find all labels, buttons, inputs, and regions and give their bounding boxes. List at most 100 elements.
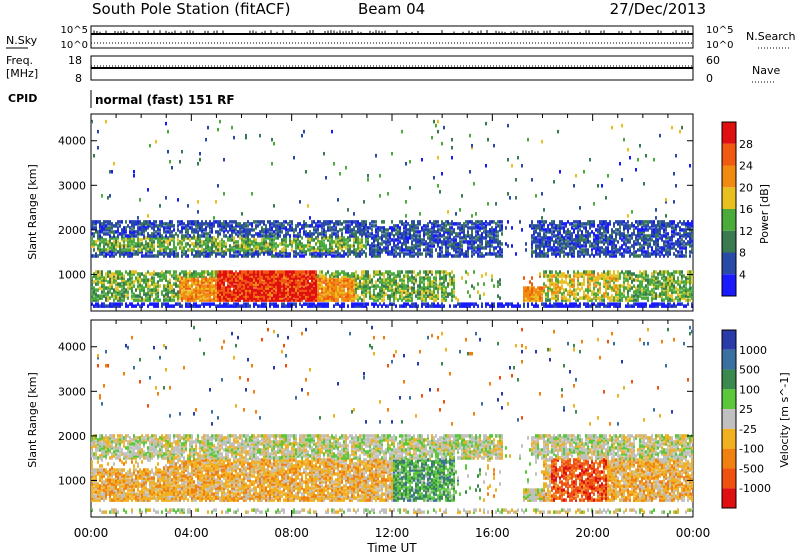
power-cell (393, 272, 395, 276)
power-cell (103, 220, 105, 224)
power-cell (249, 304, 251, 308)
power-cell (113, 294, 115, 298)
power-cell (319, 220, 321, 224)
power-cell (101, 240, 103, 244)
power-cell (415, 234, 417, 238)
power-cell (407, 246, 409, 250)
power-cell (117, 244, 119, 248)
power-cell (305, 244, 307, 248)
power-cell (261, 226, 263, 230)
power-cell (345, 246, 347, 250)
power-cell (155, 272, 157, 276)
power-cell (263, 284, 265, 288)
power-cell (387, 232, 389, 236)
power-cell (375, 224, 377, 228)
power-cell (445, 270, 447, 274)
power-cell (519, 304, 521, 308)
power-cell (429, 234, 431, 238)
power-cell (133, 220, 135, 224)
power-cell (235, 250, 237, 254)
power-cell (127, 304, 129, 308)
power-cell (309, 270, 311, 274)
power-cell (379, 246, 381, 250)
power-cell (441, 220, 443, 224)
power-cell (407, 288, 409, 292)
power-cell (179, 272, 181, 276)
power-cell (473, 226, 475, 230)
power-cell (337, 230, 339, 234)
power-cell (417, 284, 419, 288)
power-cell (125, 302, 127, 306)
power-cell (481, 232, 483, 236)
power-cell (523, 302, 525, 306)
power-cell (307, 244, 309, 248)
power-cell (347, 272, 349, 276)
power-cell (279, 242, 281, 246)
power-cell (537, 286, 539, 290)
power-cell (411, 270, 413, 274)
power-cell (105, 292, 107, 296)
power-cell (169, 270, 171, 274)
power-cell (265, 302, 267, 306)
power-cell (177, 242, 179, 246)
power-cell (169, 248, 171, 252)
power-cell (299, 254, 301, 258)
power-cell (119, 290, 121, 294)
power-cell (309, 216, 311, 220)
power-cell (251, 222, 253, 226)
power-cell (467, 290, 469, 294)
power-cell (301, 270, 303, 274)
power-cell (231, 220, 233, 224)
power-cell (397, 230, 399, 234)
power-cell (197, 246, 199, 250)
power-cell (321, 284, 323, 288)
power-cell (149, 278, 151, 282)
power-cell (185, 250, 187, 254)
power-cell (365, 270, 367, 274)
power-cell (97, 302, 99, 306)
power-cell (199, 158, 201, 162)
power-cell (277, 304, 279, 308)
power-cell (415, 290, 417, 294)
power-cell (331, 220, 333, 224)
power-cell (157, 236, 159, 240)
power-cell (91, 236, 93, 240)
power-cell (217, 242, 219, 246)
power-cell (207, 270, 209, 274)
power-cell (131, 276, 133, 280)
power-cell (183, 252, 185, 256)
power-cell (171, 234, 173, 238)
power-cell (405, 224, 407, 228)
power-cell (225, 286, 227, 290)
power-cell (219, 252, 221, 256)
power-cell (163, 226, 165, 230)
power-cell (281, 230, 283, 234)
power-cell (441, 254, 443, 258)
power-cell (541, 192, 543, 196)
power-cell (383, 278, 385, 282)
power-cell (307, 224, 309, 228)
power-cell (399, 252, 401, 256)
power-cell (439, 286, 441, 290)
power-cell (489, 236, 491, 240)
power-cell (181, 220, 183, 224)
power-cell (231, 290, 233, 294)
power-cell (289, 234, 291, 238)
power-cell (307, 302, 309, 306)
power-cell (325, 176, 327, 180)
power-cell (387, 276, 389, 280)
power-cell (139, 288, 141, 292)
power-cell (339, 228, 341, 232)
power-cell (175, 302, 177, 306)
power-cell (149, 302, 151, 306)
power-cell (285, 304, 287, 308)
power-cell (397, 242, 399, 246)
power-cell (165, 284, 167, 288)
power-cell (477, 252, 479, 256)
power-cell (469, 170, 471, 174)
power-cell (395, 304, 397, 308)
power-cell (323, 274, 325, 278)
power-cell (271, 238, 273, 242)
power-cell (347, 244, 349, 248)
